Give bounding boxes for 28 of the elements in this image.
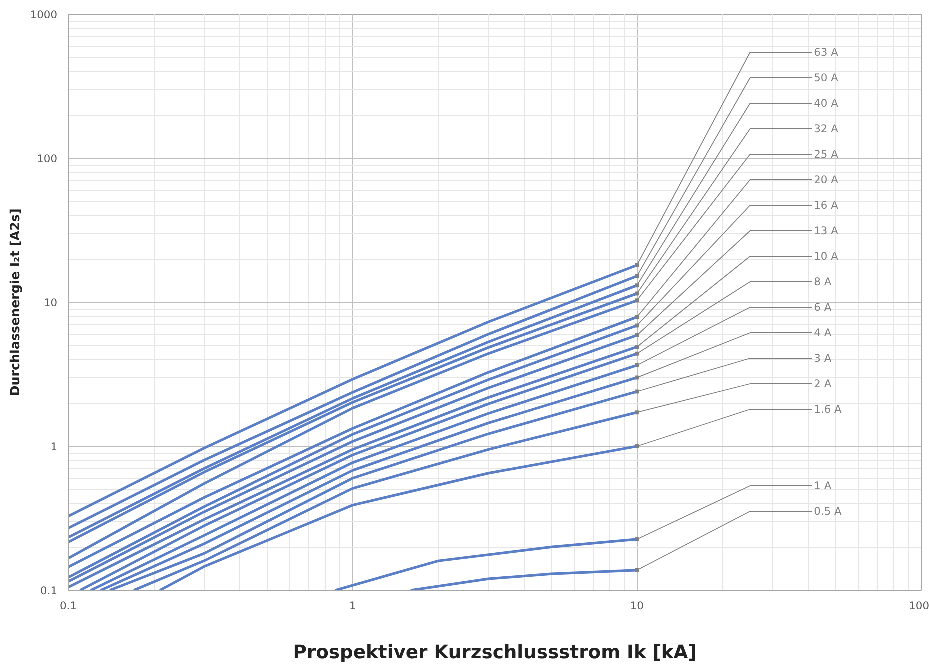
x-tick-label: 10 xyxy=(630,600,644,612)
y-tick-label: 100 xyxy=(37,152,58,166)
y-tick-label: 0.1 xyxy=(40,584,58,598)
x-tick-label: 100 xyxy=(909,600,929,612)
x-axis-title: Prospektiver Kurzschlussstrom Ik [kA] xyxy=(293,642,697,664)
text: 6 A xyxy=(814,301,832,314)
text: 3 A xyxy=(814,352,832,365)
x-tick-label: 1 xyxy=(349,600,356,612)
text: 40 A xyxy=(814,97,840,110)
text: 13 A xyxy=(814,224,840,238)
text: 63 A xyxy=(814,46,840,59)
y-tick-label: 1 xyxy=(50,440,58,454)
text: 50 A xyxy=(814,72,840,84)
text: 8 A xyxy=(814,276,832,288)
text: 10 A xyxy=(814,250,840,263)
text: 4 A xyxy=(814,326,832,340)
text: 0.5 A xyxy=(814,505,842,518)
x-tick-label: 0.1 xyxy=(60,600,77,612)
text: 25 A xyxy=(814,148,840,161)
text: 1.6 A xyxy=(814,403,842,416)
text: 20 A xyxy=(814,174,840,186)
text: 2 A xyxy=(814,378,832,390)
y-tick-label: 10 xyxy=(44,296,58,310)
y-axis-title: Durchlassenergie I₂t [A2s] xyxy=(7,208,22,396)
text: 16 A xyxy=(814,199,840,212)
y-tick-label: 1000 xyxy=(30,8,58,22)
text: 32 A xyxy=(814,122,840,136)
text: 1 A xyxy=(814,480,832,492)
